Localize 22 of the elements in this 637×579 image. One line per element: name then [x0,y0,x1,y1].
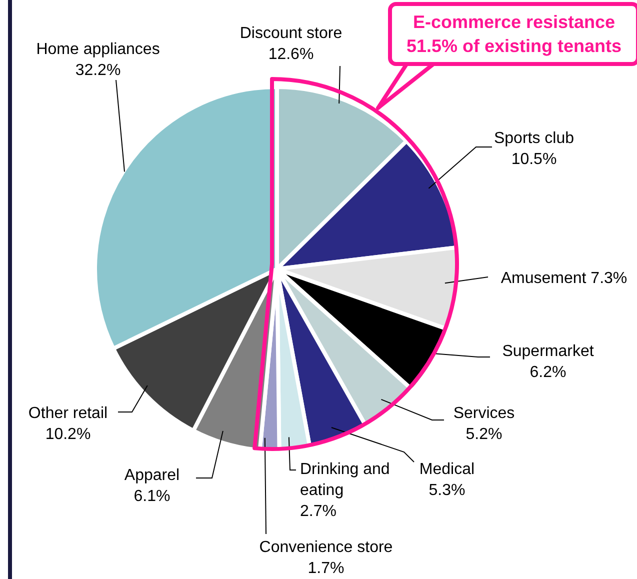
slice-label: Supermarket [502,343,594,360]
data-label: 12.6% [268,46,314,63]
data-label: 2.7% [300,503,336,520]
data-label: 6.2% [530,364,566,381]
data-label: 1.7% [308,560,344,577]
data-label: 32.2% [75,62,121,79]
data-label: 5.3% [428,482,466,499]
slice-label: Medical [419,461,475,478]
slice-label: Convenience store [259,539,393,556]
text: E-commerce resistance 51.5% of existing tenants [388,2,637,66]
slice-label: Discount store [240,25,342,42]
data-label: 10.2% [45,426,91,443]
slice-label: Home appliances [36,41,160,58]
slice-label: Amusement 7.3% [500,270,628,287]
data-label: 6.1% [134,488,170,505]
data-label: 10.5% [511,151,557,168]
slice-label: Drinking and eating [300,461,390,499]
slice-label: Services [453,405,515,422]
slice-label: Other retail [28,405,108,422]
slice-label: Sports club [494,130,574,147]
slice-label: Apparel [124,467,180,484]
data-label: 5.2% [466,426,502,443]
